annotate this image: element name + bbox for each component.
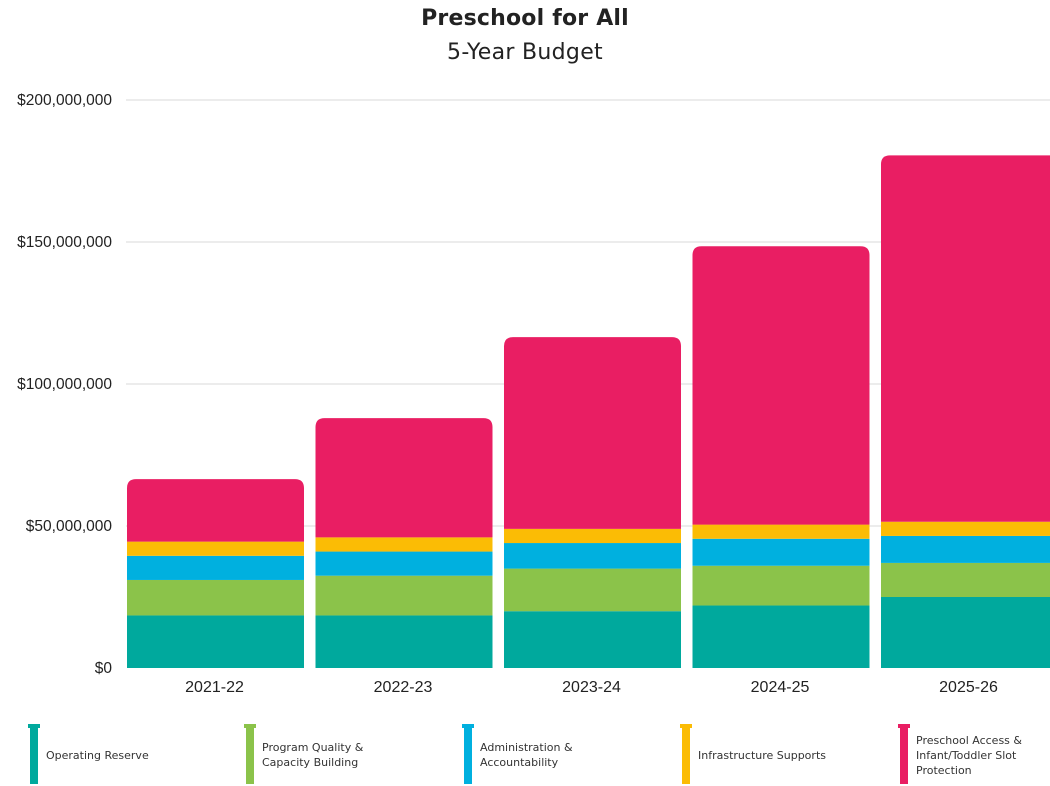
legend-item-infrastructure: Infrastructure Supports [680,724,882,786]
bar-stack-2024-25 [692,246,870,668]
bar-segment-infrastructure-supports [504,528,681,544]
y-tick-label: $0 [95,660,113,677]
bar-segment-infrastructure-supports [315,537,493,552]
legend: Operating Reserve Program Quality & Capa… [0,724,1050,786]
bar-segment-administration-accountability [127,555,304,580]
legend-item-operating-reserve: Operating Reserve [28,724,230,786]
legend-label: Administration & Accountability [480,741,573,769]
bar-segment-administration-accountability [315,551,493,576]
bar-stack-2023-24 [504,337,681,668]
bar-segment-program-quality-capacity-building [504,568,681,612]
legend-item-administration: Administration & Accountability [462,724,664,786]
legend-item-preschool-access: Preschool Access & Infant/Toddler Slot P… [898,724,1050,786]
bar-segment-program-quality-capacity-building [127,579,304,616]
stacked-bar-chart: $0 $50,000,000 $100,000,000 $150,000,000 $20… [17,92,1050,696]
legend-swatch-administration [462,724,474,784]
y-axis-ticks: $0 $50,000,000 $100,000,000 $150,000,000 $20… [17,92,112,677]
bar-segment-preschool-access-infant-toddler-slot-protection [881,155,1050,522]
y-tick-label: $200,000,000 [17,92,112,109]
chart-title: Preschool for All [421,6,629,31]
bar-segment-infrastructure-supports [881,521,1050,536]
bar-segment-infrastructure-supports [692,524,870,539]
legend-swatch-infrastructure [680,724,692,784]
legend-label: Operating Reserve [46,748,149,762]
legend-label: Infrastructure Supports [698,748,826,762]
bar-segment-operating-reserve [881,597,1050,668]
bars [127,155,1050,668]
bar-segment-program-quality-capacity-building [315,575,493,616]
y-tick-label: $100,000,000 [17,376,112,393]
y-tick-label: $150,000,000 [17,234,112,251]
bar-stack-2021-22 [127,479,304,668]
legend-swatch-program-quality [244,724,256,784]
bar-stack-2025-26 [881,155,1050,668]
bar-segment-administration-accountability [504,543,681,569]
bar-segment-program-quality-capacity-building [692,565,870,606]
x-tick-label: 2023-24 [562,679,621,696]
legend-swatch-operating-reserve [28,724,40,784]
bar-segment-preschool-access-infant-toddler-slot-protection [504,337,681,529]
legend-label: Preschool Access & Infant/Toddler Slot P… [916,733,1022,777]
bar-segment-operating-reserve [504,611,681,668]
bar-segment-preschool-access-infant-toddler-slot-protection [127,479,304,542]
bar-segment-operating-reserve [315,615,493,668]
x-tick-label: 2022-23 [374,679,433,696]
legend-swatch-preschool-access [898,724,910,784]
legend-label: Program Quality & Capacity Building [262,741,364,769]
bar-stack-2022-23 [315,418,493,668]
x-tick-label: 2025-26 [939,679,998,696]
x-axis-ticks: 2021-22 2022-23 2023-24 2024-25 2025-26 [185,679,998,696]
chart-subtitle: 5-Year Budget [447,40,603,65]
bar-segment-operating-reserve [692,605,870,668]
bar-segment-administration-accountability [881,535,1050,563]
x-tick-label: 2021-22 [185,679,244,696]
bar-segment-infrastructure-supports [127,541,304,556]
bar-segment-operating-reserve [127,615,304,668]
bar-segment-preschool-access-infant-toddler-slot-protection [315,418,493,538]
bar-segment-preschool-access-infant-toddler-slot-protection [692,246,870,525]
bar-segment-program-quality-capacity-building [881,562,1050,597]
bar-segment-administration-accountability [692,538,870,566]
x-tick-label: 2024-25 [751,679,810,696]
legend-item-program-quality: Program Quality & Capacity Building [244,724,446,786]
y-tick-label: $50,000,000 [26,518,113,535]
